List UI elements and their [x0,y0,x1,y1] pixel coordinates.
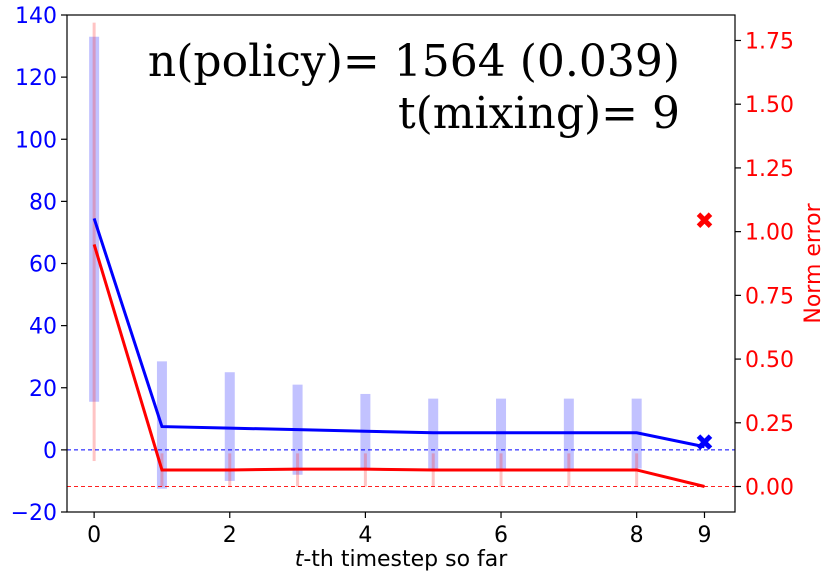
reference-lines [67,449,735,487]
series-lines [92,217,705,488]
left-tick-label-2: 20 [29,377,57,402]
left-tick-label-7: 120 [15,66,57,91]
x-tick-label-3: 6 [494,523,508,548]
right-axis-label: Norm error [801,202,826,323]
annotation-n-policy: n(policy)= 1564 (0.039) [148,36,680,87]
x-tick-label-4: 8 [630,523,644,548]
series-line-left [92,217,705,449]
error-band-right-0 [92,22,96,462]
x-tick-label-1: 2 [223,523,237,548]
right-tick-label-2: 0.50 [745,348,794,373]
x-tick-label-2: 4 [358,523,372,548]
left-axis-ticks: −20 0 20 40 60 80 100 120 140 [11,4,67,526]
annotation-t-mixing: t(mixing)= 9 [398,88,680,139]
right-tick-label-5: 1.25 [745,157,794,182]
left-tick-label-6: 100 [15,128,57,153]
x-tick-label-5: 9 [697,523,711,548]
right-tick-label-3: 0.75 [745,284,794,309]
right-tick-label-7: 1.75 [745,29,794,54]
left-tick-label-1: 0 [43,439,57,464]
marker-x-right [696,212,713,228]
right-tick-label-1: 0.25 [745,412,794,437]
right-tick-label-4: 1.00 [745,221,794,246]
marker-x-left [696,434,713,450]
x-axis-label: t-th timestep so far [295,547,509,572]
left-tick-label-0: −20 [11,501,57,526]
left-tick-label-3: 40 [29,315,57,340]
left-tick-label-4: 60 [29,253,57,278]
left-tick-label-8: 140 [15,4,57,29]
error-band-left-2 [224,372,235,481]
series-markers [696,212,713,450]
right-tick-label-6: 1.50 [745,93,794,118]
right-axis-ticks: 0.00 0.25 0.50 0.75 1.00 1.25 1.50 1.75 [735,29,794,501]
x-tick-label-0: 0 [87,523,101,548]
right-tick-label-0: 0.00 [745,476,794,501]
x-axis-ticks: 0 2 4 6 8 9 [87,512,711,548]
series-line-right [92,243,705,488]
left-tick-label-5: 80 [29,190,57,215]
